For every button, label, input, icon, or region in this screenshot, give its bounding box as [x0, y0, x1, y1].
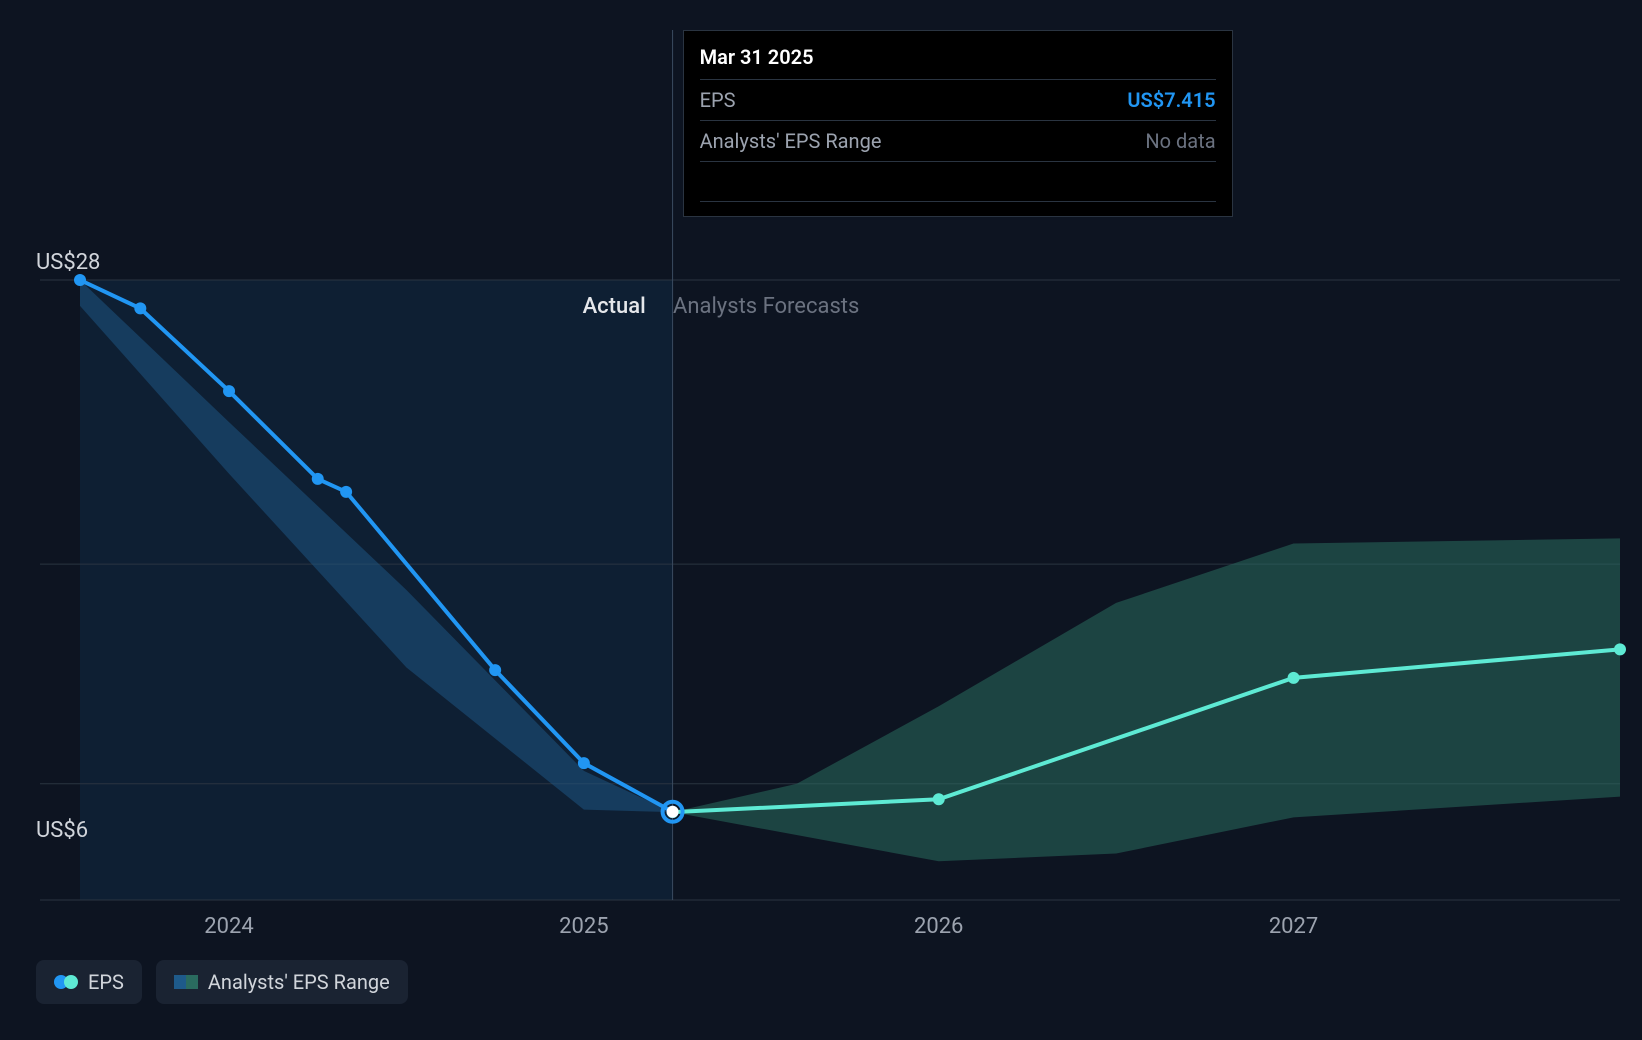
x-axis-label: 2026: [914, 914, 963, 939]
tooltip-value: US$7.415: [1127, 84, 1215, 116]
tooltip-row-range: Analysts' EPS Range No data: [700, 121, 1216, 162]
actual-label: Actual: [583, 294, 646, 319]
tooltip-row-eps: EPS US$7.415: [700, 80, 1216, 121]
y-axis-label: US$6: [36, 818, 88, 843]
legend-item-range[interactable]: Analysts' EPS Range: [156, 960, 408, 1004]
tooltip-date: Mar 31 2025: [700, 41, 1216, 80]
tooltip-value: No data: [1145, 125, 1215, 157]
y-axis-label: US$28: [36, 250, 100, 275]
legend-item-eps[interactable]: EPS: [36, 960, 142, 1004]
legend-swatch: [174, 975, 198, 989]
x-axis-label: 2024: [204, 914, 253, 939]
tooltip-label: Analysts' EPS Range: [700, 125, 882, 157]
chart-tooltip: Mar 31 2025 EPS US$7.415 Analysts' EPS R…: [683, 30, 1233, 217]
x-axis-label: 2025: [559, 914, 608, 939]
chart-legend: EPS Analysts' EPS Range: [36, 960, 408, 1004]
x-axis-label: 2027: [1269, 914, 1318, 939]
legend-swatch: [54, 975, 78, 989]
forecast-label: Analysts Forecasts: [673, 294, 859, 319]
tooltip-label: EPS: [700, 84, 736, 116]
legend-label: Analysts' EPS Range: [208, 970, 390, 994]
tooltip-spacer: [700, 162, 1216, 202]
legend-label: EPS: [88, 970, 124, 994]
section-labels: Actual Analysts Forecasts: [583, 294, 860, 319]
eps-chart: US$28 US$6 2024 2025 2026 2027 Actual An…: [0, 0, 1642, 1040]
